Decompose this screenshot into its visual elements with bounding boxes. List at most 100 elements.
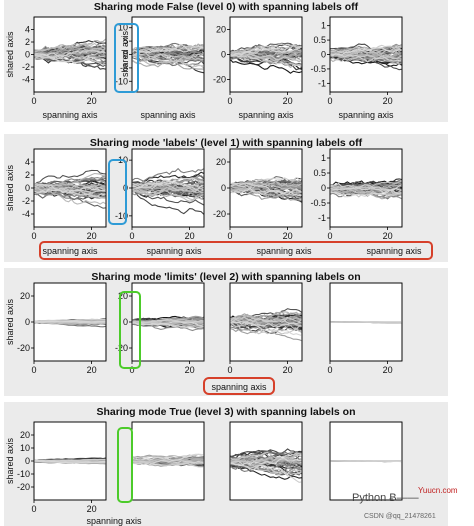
y-tick-label: 0 bbox=[25, 50, 30, 60]
series-line bbox=[330, 187, 402, 198]
y-tick-label: 0 bbox=[321, 183, 326, 193]
series-line bbox=[132, 52, 204, 63]
x-axis-label: spanning axis bbox=[338, 110, 394, 120]
series-line bbox=[330, 185, 402, 196]
figure-panel-level-1: Sharing mode 'labels' (level 1) with spa… bbox=[4, 134, 448, 262]
series-group bbox=[230, 42, 302, 74]
subplot-1: 20 0 -20 0 20 bbox=[17, 282, 107, 375]
x-axis-label: spanning axis bbox=[86, 516, 142, 526]
series-line bbox=[230, 189, 302, 196]
series-line bbox=[132, 52, 204, 68]
y-tick-label: 0.5 bbox=[313, 168, 326, 178]
series-line bbox=[34, 186, 106, 194]
y-tick-label: 0 bbox=[321, 50, 326, 60]
axes-border bbox=[329, 282, 403, 362]
series-line bbox=[34, 191, 106, 200]
series-line bbox=[230, 456, 302, 463]
y-tick-label: -4 bbox=[22, 75, 30, 85]
y-tick-label: -20 bbox=[115, 343, 128, 353]
series-group bbox=[330, 178, 402, 200]
subplot-2: 20 0 -20 0 20 bbox=[115, 282, 205, 375]
y-tick-label: 0 bbox=[221, 183, 226, 193]
y-tick-label: 0 bbox=[123, 50, 128, 60]
y-tick-label: 5 bbox=[123, 36, 128, 46]
subplot-3: -20 0 20 0 20 bbox=[213, 16, 303, 106]
series-line bbox=[230, 187, 302, 198]
y-tick-label: -10 bbox=[115, 211, 128, 221]
series-line bbox=[330, 44, 402, 54]
series-line bbox=[230, 43, 302, 54]
series-line bbox=[230, 45, 302, 56]
watermark-brand: Python Ƀ—— bbox=[352, 492, 419, 504]
highlight-red bbox=[39, 241, 433, 260]
series-line bbox=[230, 58, 302, 74]
series-line bbox=[230, 451, 302, 461]
highlight-blue bbox=[114, 23, 139, 93]
x-tick-label: 0 bbox=[227, 365, 232, 375]
subplot-4: 10.50-0.5-10 20 bbox=[310, 148, 403, 241]
x-tick-label: 0 bbox=[227, 231, 232, 241]
x-tick-label: 20 bbox=[283, 96, 293, 106]
figure-title: Sharing mode False (level 0) with spanni… bbox=[93, 1, 359, 13]
x-axis-label: spanning axis bbox=[42, 246, 98, 256]
series-line bbox=[34, 169, 106, 187]
series-line bbox=[230, 321, 302, 335]
y-tick-label: -5 bbox=[120, 63, 128, 73]
series-line bbox=[132, 167, 204, 182]
y-tick-label: 20 bbox=[118, 291, 128, 301]
series-line bbox=[34, 188, 106, 197]
series-line bbox=[132, 453, 204, 462]
y-tick-label: 1 bbox=[321, 21, 326, 31]
y-tick-label: 2 bbox=[25, 37, 30, 47]
series-line bbox=[230, 320, 302, 328]
x-tick-label: 20 bbox=[87, 96, 97, 106]
figure-title: Sharing mode True (level 3) with spannin… bbox=[96, 406, 356, 418]
x-tick-label: 0 bbox=[31, 96, 36, 106]
highlight-green bbox=[119, 291, 141, 369]
y-tick-label: 20 bbox=[216, 25, 226, 35]
y-tick-label: -10 bbox=[17, 469, 30, 479]
series-line bbox=[132, 453, 204, 460]
highlight-blue bbox=[108, 159, 127, 225]
figure-panel-level-3: Sharing mode True (level 3) with spannin… bbox=[4, 402, 448, 526]
series-line bbox=[230, 315, 302, 322]
y-tick-label: 20 bbox=[216, 157, 226, 167]
x-tick-label: 0 bbox=[31, 504, 36, 514]
figure-title: Sharing mode 'labels' (level 1) with spa… bbox=[89, 137, 363, 149]
series-line bbox=[34, 318, 106, 322]
series-line bbox=[34, 53, 106, 64]
figure-panel-level-0: Sharing mode False (level 0) with spanni… bbox=[4, 0, 448, 122]
axes-border bbox=[329, 421, 403, 501]
series-group bbox=[230, 308, 302, 342]
chart-svg-level-3: 20 10 0 -10 -20 0 20 shared axis spanning axis bbox=[5, 421, 403, 526]
x-tick-label: 0 bbox=[129, 365, 134, 375]
chart-svg-level-2: 20 0 -20 0 20 20 0 -20 0 20 0 20 0 20 shared axis spann… bbox=[5, 282, 403, 395]
figure-panel-level-2: Sharing mode 'limits' (level 2) with spa… bbox=[4, 268, 448, 396]
series-line bbox=[330, 52, 402, 63]
x-tick-label: 0 bbox=[129, 231, 134, 241]
series-line bbox=[230, 321, 302, 332]
series-line bbox=[34, 42, 106, 53]
watermark-site: Yuucn.com bbox=[418, 486, 458, 495]
subplot-3: 20 0 -20 0 20 bbox=[213, 148, 303, 241]
x-tick-label: 0 bbox=[31, 365, 36, 375]
series-line bbox=[230, 177, 302, 188]
y-tick-label: 0 bbox=[123, 317, 128, 327]
y-tick-label: 4 bbox=[25, 157, 30, 167]
x-tick-label: 20 bbox=[283, 231, 293, 241]
series-line bbox=[34, 183, 106, 199]
x-tick-label: 20 bbox=[383, 231, 393, 241]
x-tick-label: 20 bbox=[283, 365, 293, 375]
series-line bbox=[230, 458, 302, 467]
y-tick-label: -0.5 bbox=[310, 198, 326, 208]
x-tick-label: 0 bbox=[227, 96, 232, 106]
x-axis-label: spanning axis bbox=[211, 382, 267, 392]
x-tick-label: 20 bbox=[383, 96, 393, 106]
subplot-3 bbox=[229, 421, 303, 501]
series-group bbox=[230, 176, 302, 203]
series-line bbox=[330, 47, 402, 57]
y-tick-label: 2 bbox=[25, 170, 30, 180]
subplot-4 bbox=[329, 421, 403, 501]
y-tick-label: 20 bbox=[20, 430, 30, 440]
